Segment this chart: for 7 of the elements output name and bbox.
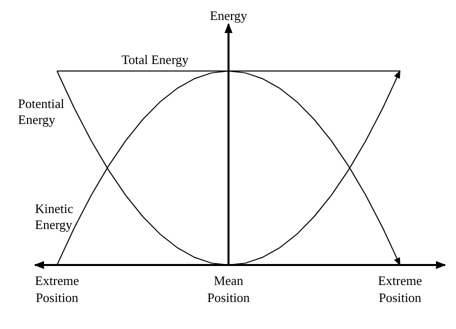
series-label: Potential Energy	[18, 96, 65, 127]
x-tick-label: Extreme Position	[34, 273, 80, 305]
x-tick-label: Extreme Position	[378, 273, 422, 305]
y-axis-title: Energy	[210, 8, 248, 23]
series-label: Kinetic Energy	[35, 201, 74, 232]
ref-line-label: Total Energy	[121, 52, 190, 67]
x-tick-label: Mean Position	[207, 273, 250, 305]
